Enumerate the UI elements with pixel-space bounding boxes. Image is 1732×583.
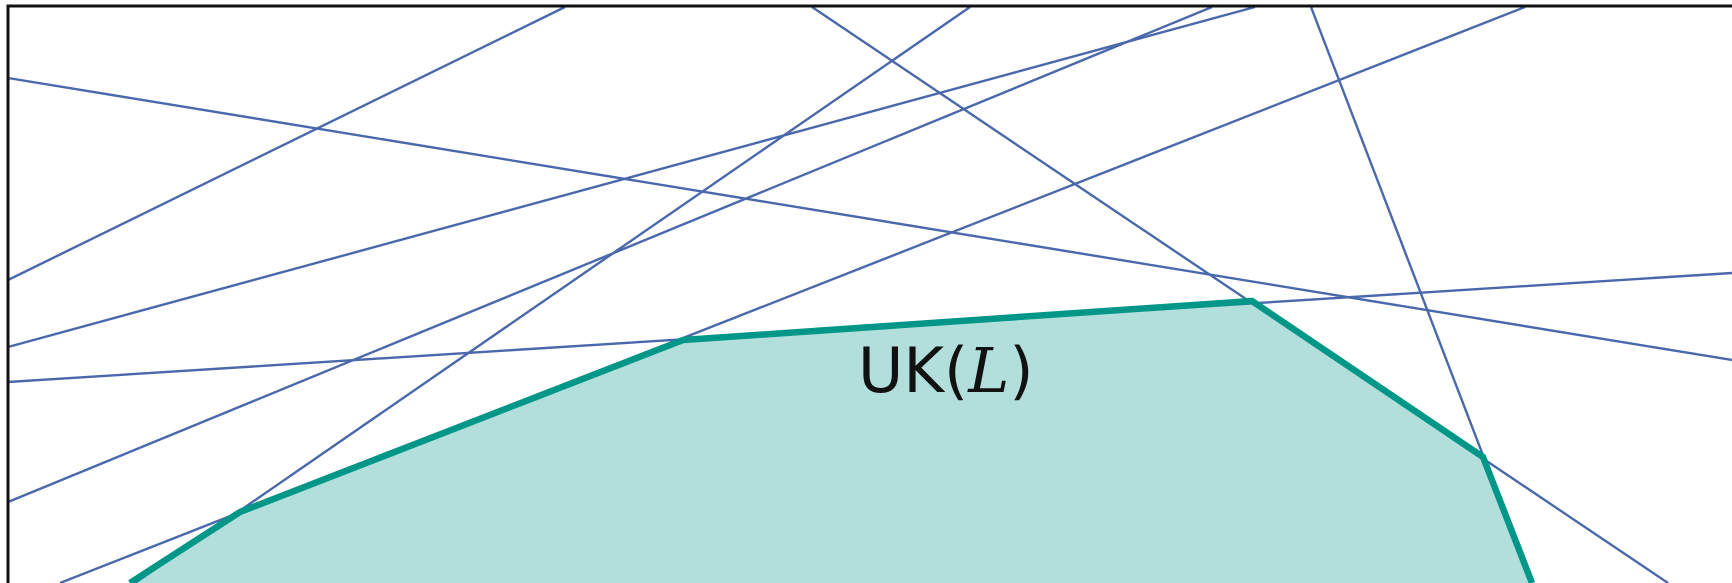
arrangement-line <box>8 7 1255 347</box>
label-prefix: UK( <box>858 334 968 407</box>
label-argument: L <box>968 334 1009 407</box>
arrangement-line <box>8 78 1732 360</box>
arrangement-line <box>8 7 565 280</box>
label-suffix: ) <box>1009 334 1033 407</box>
uk-region-label: UK(L) <box>858 340 1034 402</box>
